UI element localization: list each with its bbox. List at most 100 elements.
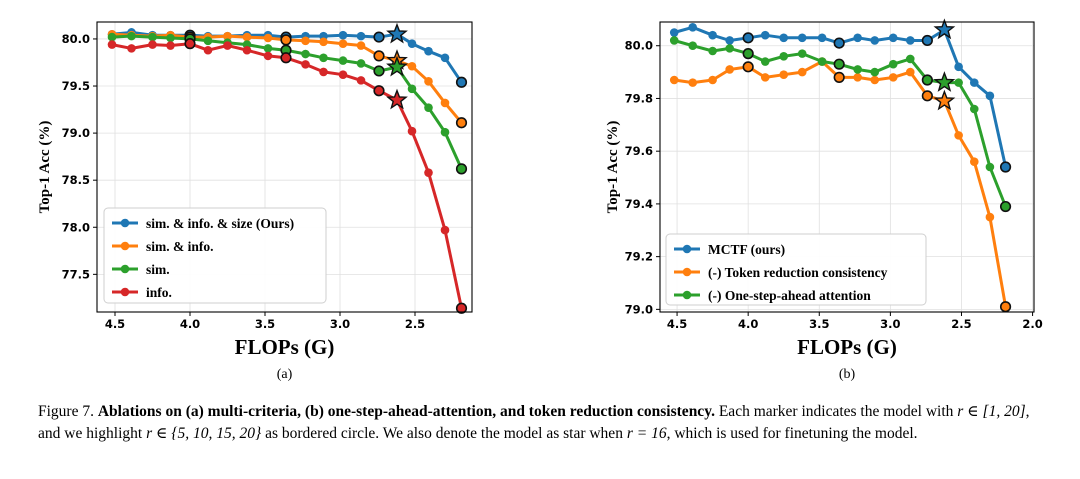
data-point — [954, 78, 963, 87]
y-axis-label: Top-1 Acc (%) — [37, 121, 53, 214]
data-point — [301, 60, 310, 69]
data-point — [223, 31, 232, 41]
data-point — [301, 36, 310, 46]
legend-label: sim. — [146, 262, 170, 277]
legend-swatch-marker — [120, 264, 130, 274]
bordered-point — [742, 48, 754, 60]
data-point — [338, 70, 348, 80]
data-point — [440, 127, 450, 137]
data-point — [407, 61, 417, 71]
data-point — [319, 53, 328, 63]
data-point — [708, 46, 717, 56]
data-point — [424, 77, 433, 86]
data-point — [242, 32, 252, 42]
bordered-point — [373, 65, 385, 77]
star-marker — [933, 89, 956, 111]
legend-box — [103, 207, 327, 304]
data-point — [407, 39, 417, 48]
data-point — [166, 41, 175, 50]
bordered-point — [833, 71, 845, 83]
bordered-point — [921, 34, 933, 47]
data-point — [853, 65, 862, 74]
data-point — [779, 51, 789, 61]
bordered-point — [455, 302, 468, 314]
bordered-point — [373, 50, 385, 62]
data-point — [853, 33, 862, 43]
data-point — [263, 51, 273, 61]
bordered-point — [921, 90, 933, 102]
legend-label: MCTF (ours) — [708, 242, 785, 257]
data-point — [424, 168, 433, 177]
bordered-point — [833, 58, 845, 70]
x-tick-label: 4.5 — [105, 317, 125, 331]
chart-panel-b: 4.5 4.0 3.5 3.0 2.5 2.0 79.0 79.2 79.4 79.6 79.8 80… — [605, 18, 1043, 382]
data-point — [688, 41, 698, 51]
panel-label: (a) — [277, 367, 293, 382]
data-point — [669, 75, 679, 85]
legend-label: sim. & info. & size (Ours) — [146, 216, 294, 231]
data-point — [888, 73, 898, 82]
legend-swatch-marker — [120, 241, 130, 251]
legend-swatch-marker — [682, 290, 692, 300]
bordered-point — [280, 34, 292, 46]
data-point — [669, 28, 679, 37]
data-point — [166, 33, 175, 43]
data-point — [203, 36, 213, 46]
y-tick-label: 78.5 — [62, 173, 90, 187]
data-point — [107, 40, 117, 49]
figure-caption: Figure 7. Ablations on (a) multi-criteri… — [38, 401, 1048, 445]
data-point — [797, 67, 807, 77]
bordered-point — [742, 32, 754, 44]
bordered-point — [833, 37, 845, 49]
legend-label: (-) Token reduction consistency — [708, 265, 888, 280]
y-tick-label: 79.8 — [625, 91, 653, 105]
data-point — [760, 57, 770, 66]
x-axis-label: FLOPs (G) — [235, 335, 335, 359]
x-tick-label: 3.0 — [880, 317, 900, 331]
data-point — [797, 33, 807, 43]
legend-label: (-) One-step-ahead attention — [708, 288, 871, 303]
data-point — [688, 78, 698, 87]
data-point — [985, 91, 995, 101]
caption-figure-label: Figure 7. — [38, 403, 94, 420]
data-point — [905, 36, 915, 45]
y-tick-label: 77.5 — [62, 267, 90, 281]
data-point — [725, 44, 734, 53]
bordered-point — [455, 163, 468, 175]
caption-body-2: , and we highlight — [38, 403, 1030, 442]
panel-label: (b) — [839, 367, 856, 382]
bordered-point — [280, 52, 292, 64]
data-point — [969, 104, 979, 114]
data-point — [954, 131, 963, 140]
bordered-point — [455, 76, 468, 88]
y-tick-label: 79.4 — [625, 197, 653, 211]
data-point — [440, 53, 450, 63]
data-point — [148, 32, 157, 42]
data-point — [263, 44, 273, 53]
x-tick-label: 4.5 — [667, 317, 687, 331]
y-axis-label: Top-1 Acc (%) — [605, 121, 621, 214]
legend: sim. & info. & size (Ours) sim. & info. si… — [103, 207, 327, 304]
y-tick-label: 79.2 — [625, 250, 653, 264]
x-tick-label: 2.0 — [1022, 317, 1042, 331]
y-tick-label: 80.0 — [62, 32, 90, 46]
data-point — [985, 212, 995, 222]
caption-math-r-range: r ∈ [1, 20] — [957, 403, 1026, 420]
data-point — [888, 59, 898, 69]
data-point — [870, 75, 880, 85]
data-point — [669, 36, 679, 45]
data-point — [107, 32, 117, 42]
data-point — [725, 65, 734, 74]
data-point — [356, 59, 366, 68]
caption-body-3: as bordered circle. We also denote the m… — [261, 425, 627, 442]
data-point — [407, 84, 417, 94]
data-point — [985, 162, 995, 172]
legend-box — [665, 233, 927, 306]
bordered-point — [373, 85, 385, 97]
data-point — [969, 157, 979, 167]
bordered-point — [999, 161, 1012, 173]
data-point — [708, 75, 717, 85]
data-point — [888, 33, 898, 43]
data-point — [338, 56, 348, 65]
data-point — [905, 67, 915, 77]
